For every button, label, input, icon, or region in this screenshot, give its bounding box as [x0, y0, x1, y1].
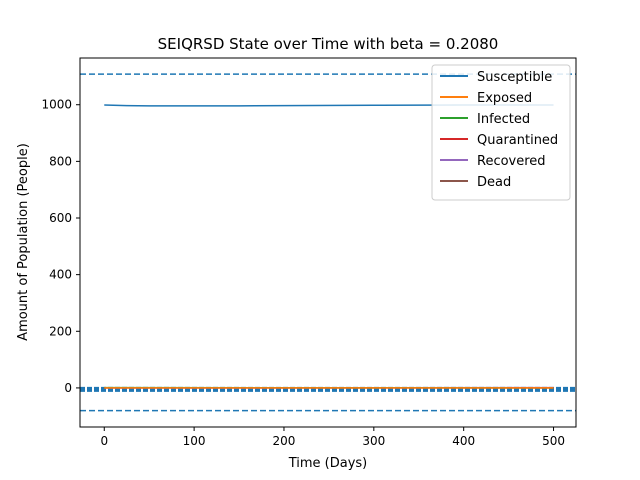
x-tick-label: 400 — [452, 434, 475, 448]
y-tick-label: 600 — [49, 211, 72, 225]
y-tick-label: 200 — [49, 324, 72, 338]
y-tick-label: 800 — [49, 154, 72, 168]
y-tick-label: 1000 — [41, 98, 72, 112]
chart-title: SEIQRSD State over Time with beta = 0.20… — [158, 35, 499, 53]
legend-label-infected: Infected — [477, 112, 530, 127]
x-axis: 0 100 200 300 400 500 — [100, 427, 565, 448]
y-axis: 0 200 400 600 800 1000 — [41, 98, 80, 395]
legend-label-dead: Dead — [477, 175, 511, 190]
x-tick-label: 300 — [362, 434, 385, 448]
legend-label-recovered: Recovered — [477, 154, 546, 169]
x-tick-label: 500 — [542, 434, 565, 448]
x-tick-label: 0 — [100, 434, 108, 448]
series-lines — [104, 104, 554, 389]
y-axis-label: Amount of Population (People) — [16, 143, 31, 341]
x-tick-label: 200 — [273, 434, 296, 448]
legend-label-susceptible: Susceptible — [477, 70, 552, 85]
x-tick-label: 100 — [183, 434, 206, 448]
x-axis-label: Time (Days) — [288, 456, 368, 471]
plot-frame — [79, 57, 577, 428]
y-tick-label: 0 — [64, 381, 72, 395]
legend-label-quarantined: Quarantined — [477, 133, 558, 148]
legend: Susceptible Exposed Infected Quarantined Rec… — [431, 64, 571, 201]
legend-label-exposed: Exposed — [477, 91, 532, 106]
reference-lines — [80, 73, 576, 412]
legend-box — [431, 64, 571, 201]
y-tick-label: 400 — [49, 268, 72, 282]
